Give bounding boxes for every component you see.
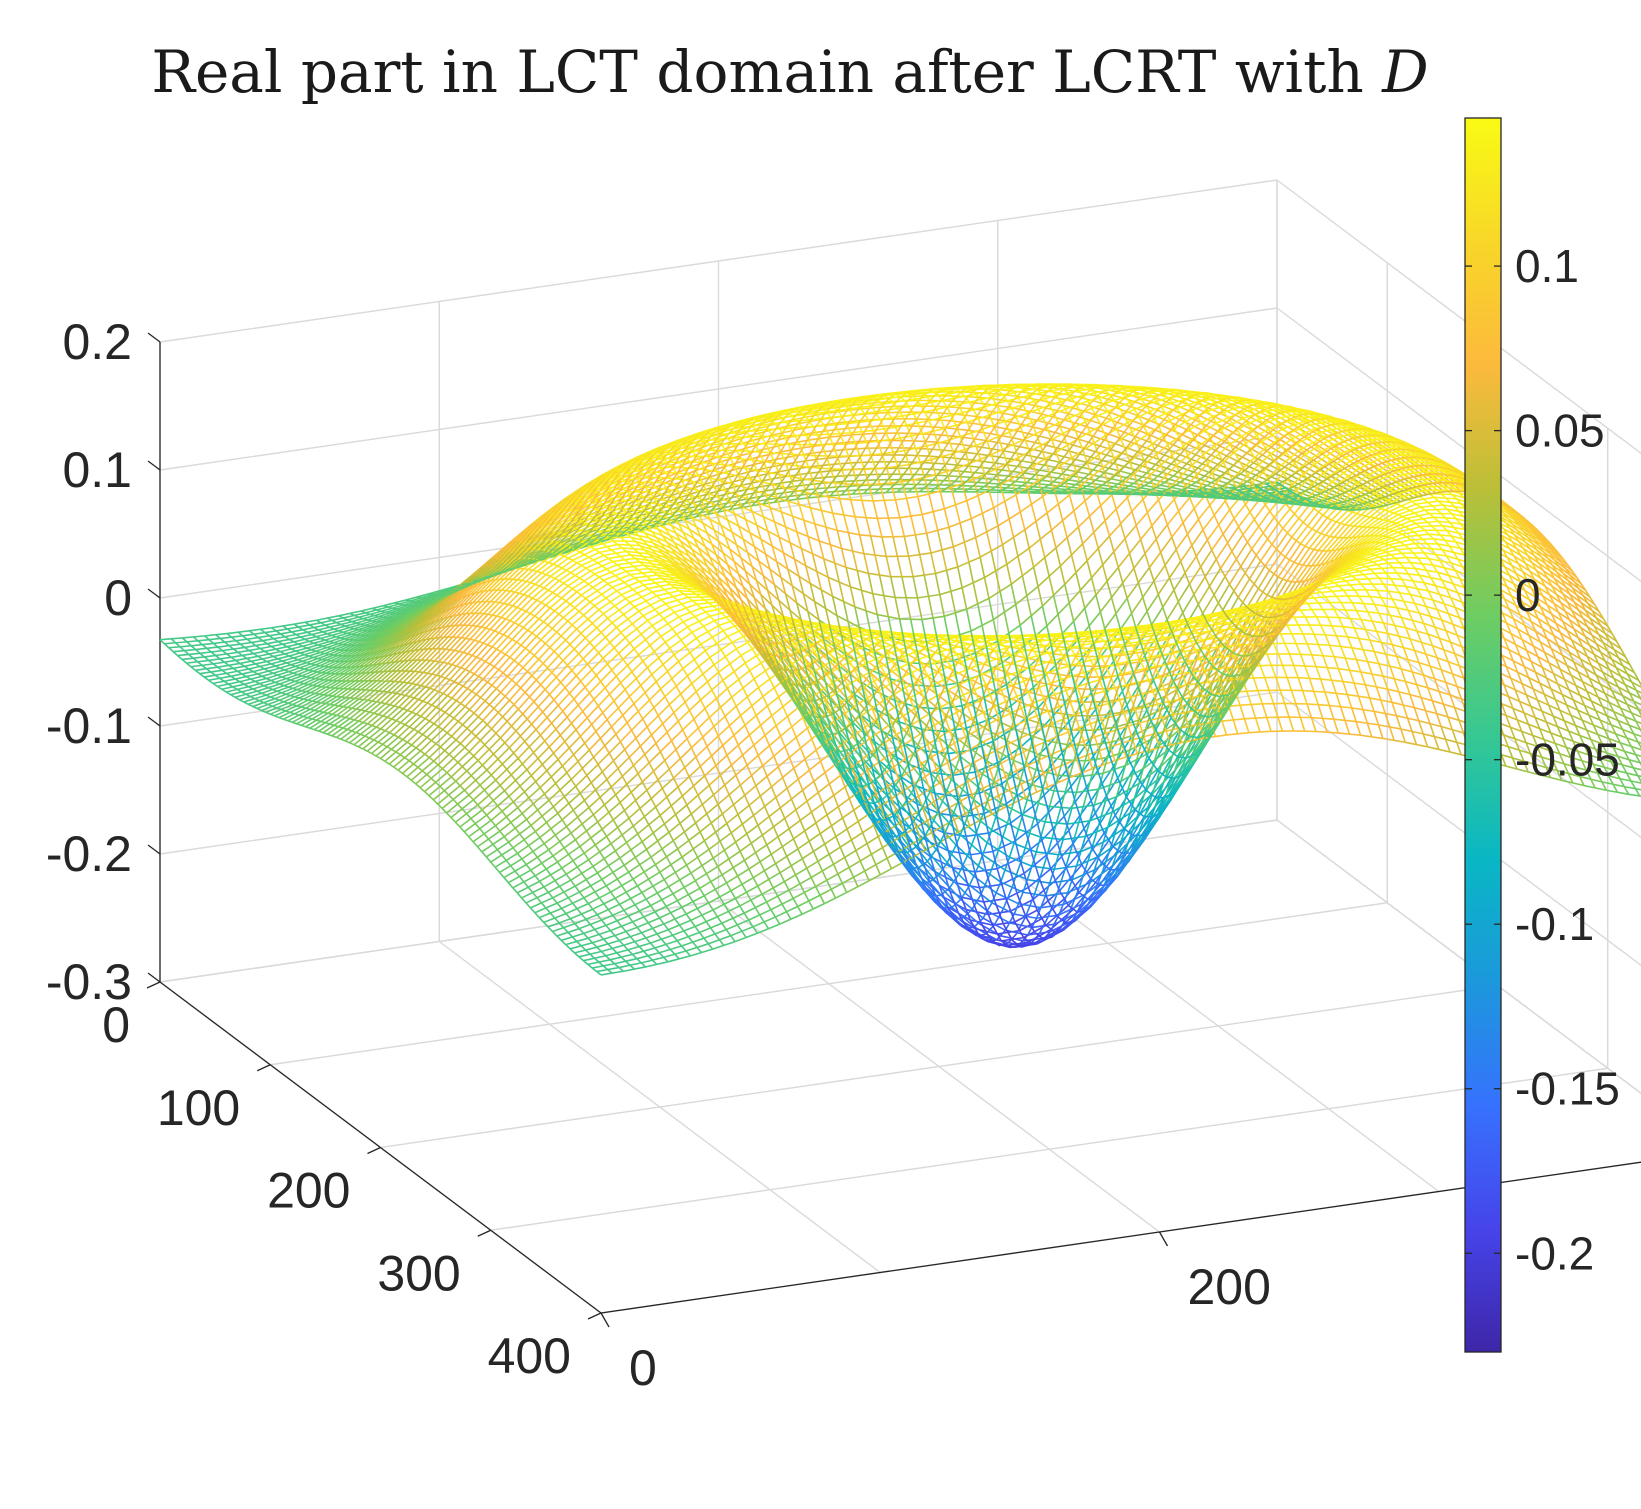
y-tick [146,981,161,989]
mesh-segment [785,497,808,502]
mesh-segment [204,632,228,637]
mesh-segment [338,610,362,617]
z-tick [147,716,161,727]
chart-title-symbol: D [1381,38,1429,106]
mesh-segment [159,637,183,641]
y-tick [256,1064,271,1072]
z-tick [147,588,161,599]
mesh-segment [425,636,449,661]
y-tick [587,1312,602,1320]
chart-title-main: Real part in LCT domain after LCRT with [151,38,1363,106]
mesh-segment [718,506,741,513]
mesh-segment [385,659,409,682]
mesh-segment [271,623,295,629]
mesh-segment [360,604,384,612]
y-tick [477,1229,492,1237]
mesh-segment [293,619,317,625]
chart-title: Real part in LCT domain after LCRT with … [151,38,1428,106]
grid-line [718,900,1160,1233]
surface-mesh [159,383,1641,976]
mesh-segment [628,527,652,535]
z-tick [147,332,161,343]
y-tick [367,1146,381,1155]
mesh-segment [383,599,406,607]
mesh-segment [182,635,205,639]
mesh-segment [427,586,451,595]
mesh-segment [763,499,786,505]
axes [146,332,1641,1328]
z-tick [147,972,161,983]
x-tick [600,1312,610,1328]
grid-line [438,940,881,1274]
mesh-segment [447,612,472,638]
x-tick [1158,1231,1169,1247]
z-tick [147,844,161,855]
z-tick [147,460,161,471]
mesh-segment [226,630,250,635]
mesh-segment [316,615,339,622]
mesh-segment [405,593,429,601]
mesh-segment [249,626,272,632]
